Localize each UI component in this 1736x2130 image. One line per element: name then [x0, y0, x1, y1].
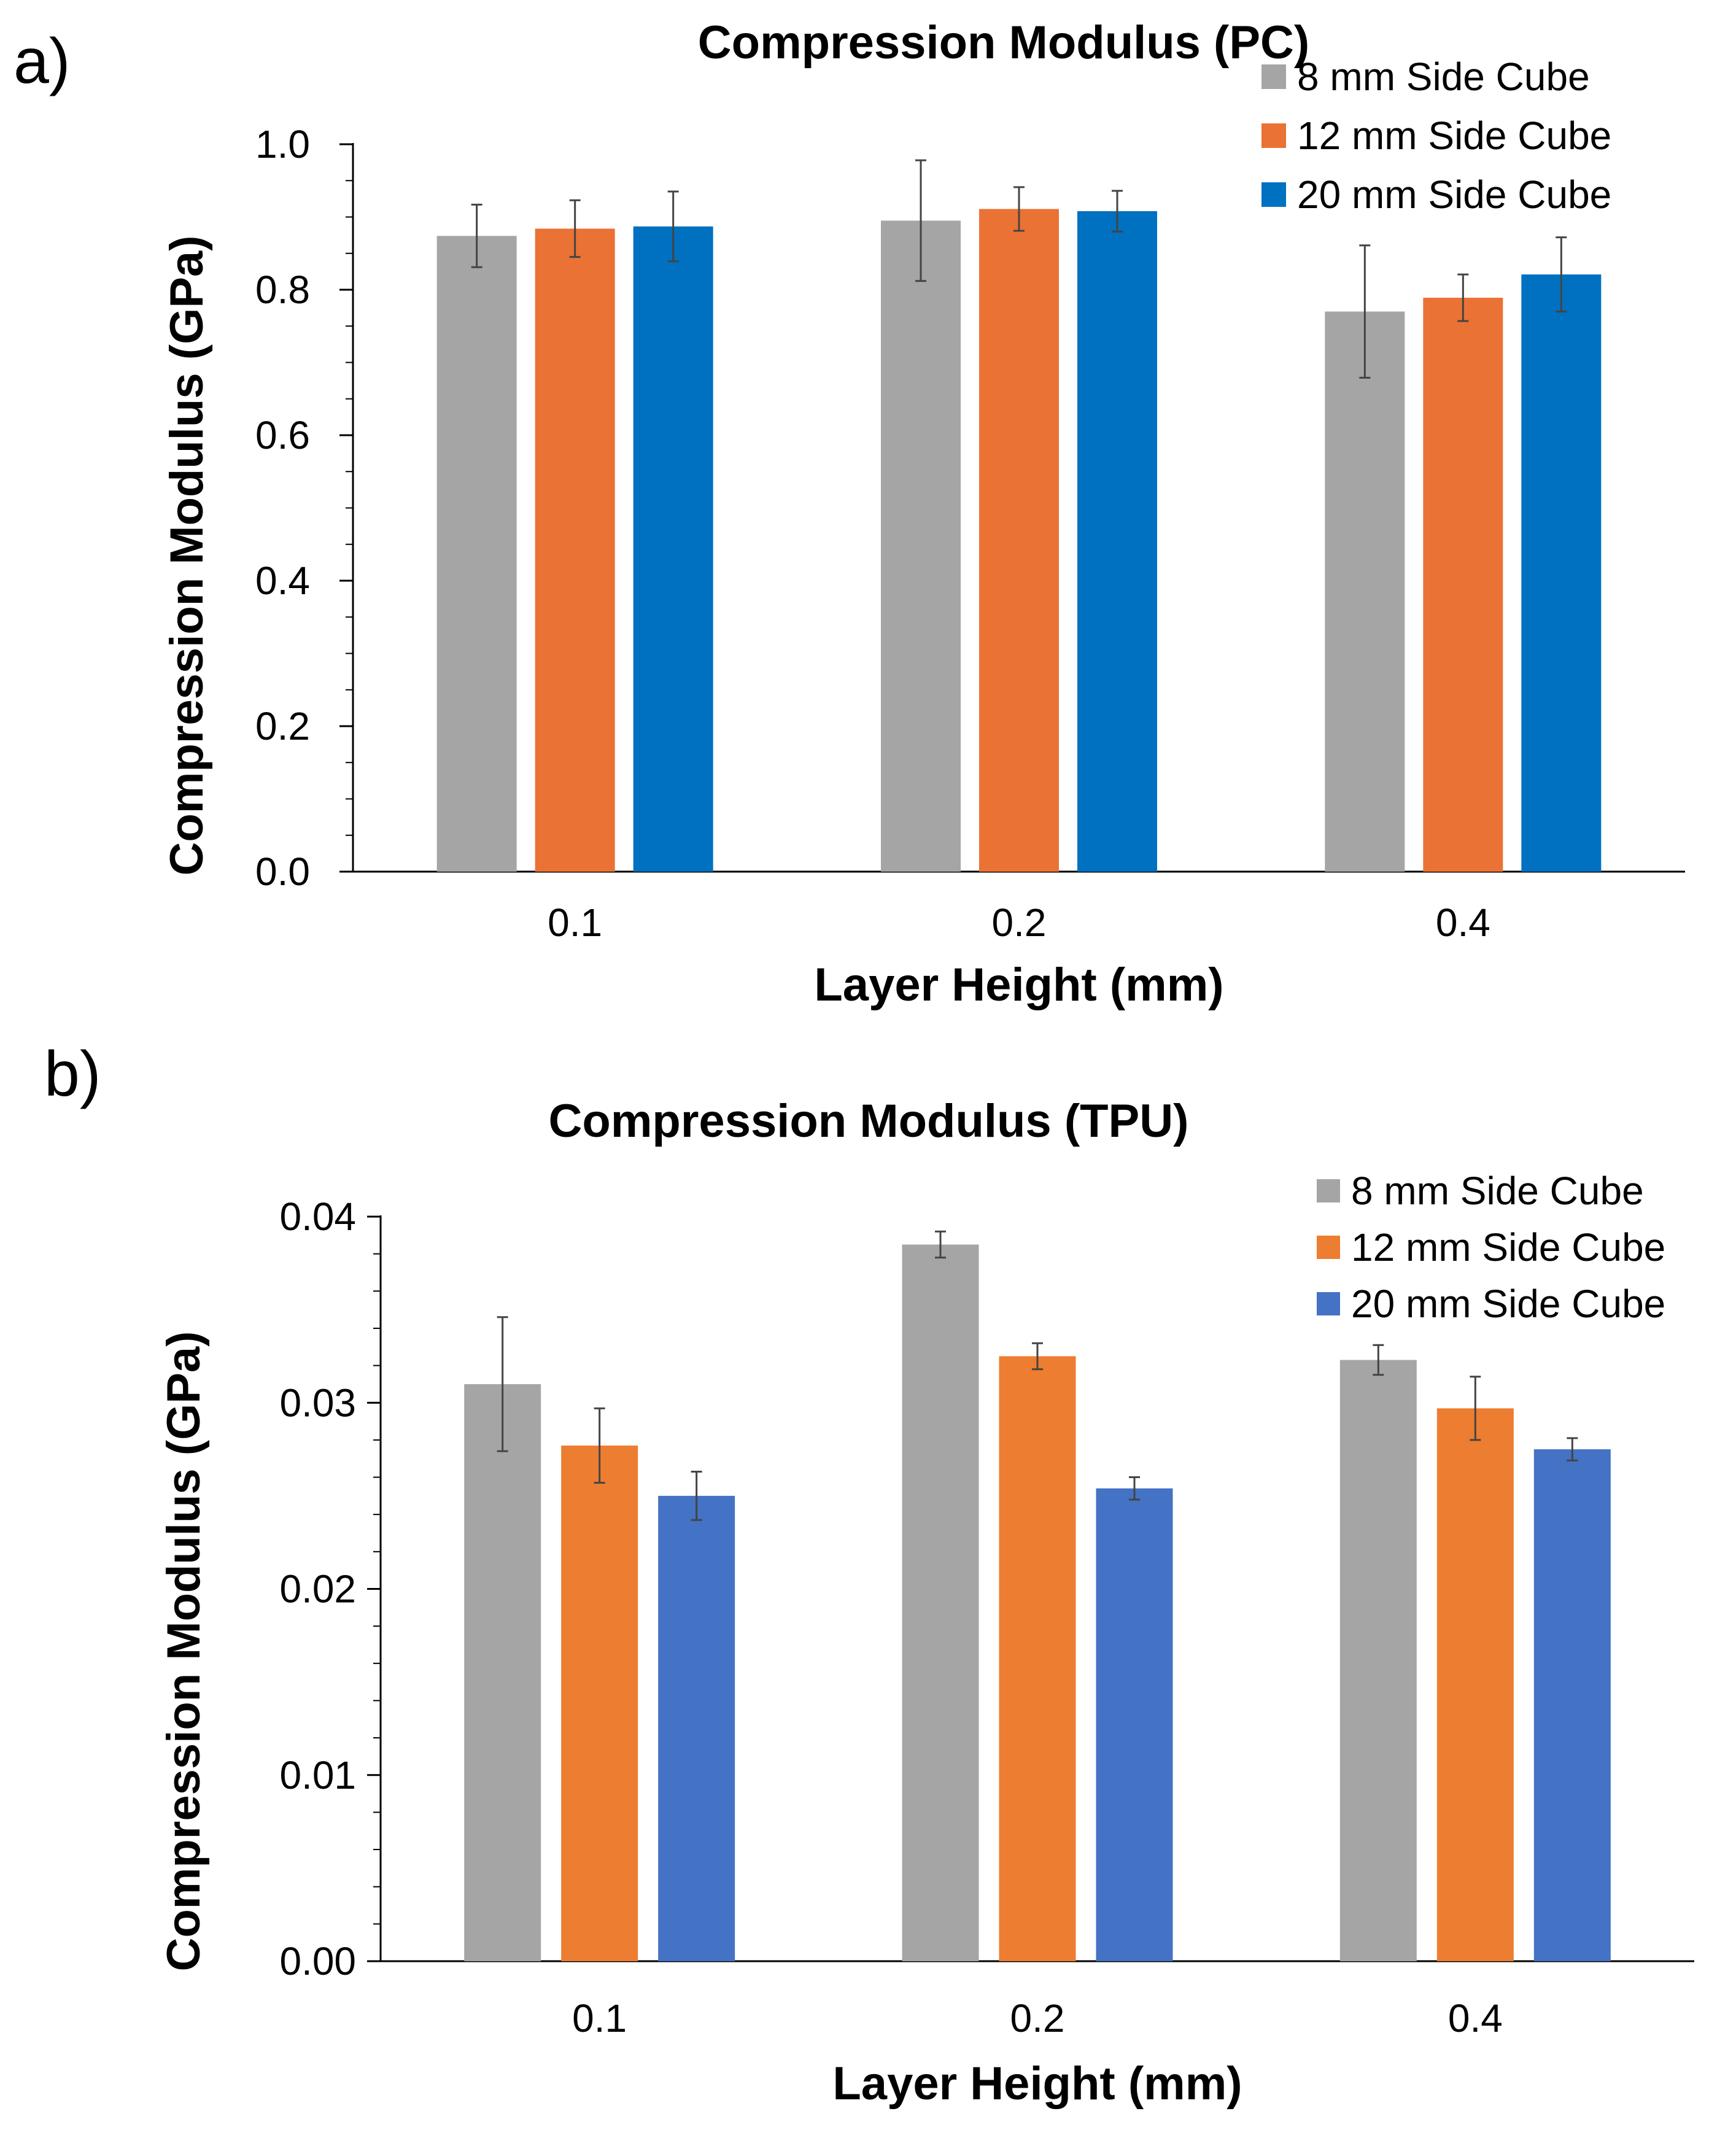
bar	[881, 220, 961, 872]
legend-label: 8 mm Side Cube	[1351, 1169, 1644, 1213]
legend-swatch	[1317, 1292, 1340, 1315]
bar	[561, 1445, 638, 1961]
bar	[902, 1244, 979, 1961]
y-tick-label: 0.6	[255, 413, 310, 457]
legend: 8 mm Side Cube 12 mm Side Cube 20 mm Side …	[1261, 55, 1611, 217]
x-tick-label: 0.1	[572, 1996, 627, 2040]
bar	[436, 236, 517, 872]
plot-area: 0.00 0.01 0.02 0.03 0.04 0.1 0.2 0.4	[279, 1195, 1694, 2040]
panel-b: b) Compression Modulus (TPU) Compression…	[44, 1039, 1694, 2110]
bar	[1325, 311, 1405, 872]
x-tick-label: 0.2	[1010, 1996, 1065, 2040]
y-tick-label: 1.0	[255, 122, 310, 166]
y-tick-label: 0.2	[255, 704, 310, 748]
bar	[464, 1384, 541, 1961]
y-tick-label: 0.03	[279, 1381, 356, 1425]
legend-swatch	[1261, 64, 1286, 89]
bar	[633, 226, 713, 872]
chart-title: Compression Modulus (TPU)	[549, 1095, 1189, 1147]
legend-label: 20 mm Side Cube	[1297, 172, 1611, 217]
legend-label: 8 mm Side Cube	[1297, 55, 1590, 99]
y-tick-label: 0.01	[279, 1753, 356, 1797]
y-axis-label: Compression Modulus (GPa)	[158, 1331, 210, 1972]
y-tick-label: 0.0	[255, 850, 310, 894]
bar	[1096, 1488, 1173, 1961]
bar	[1339, 1360, 1417, 1961]
y-tick-label: 0.02	[279, 1567, 356, 1611]
bar	[1533, 1449, 1611, 1961]
bar	[999, 1356, 1076, 1961]
legend-label: 12 mm Side Cube	[1351, 1225, 1665, 1269]
legend-label: 20 mm Side Cube	[1351, 1282, 1665, 1326]
x-axis-label: Layer Height (mm)	[832, 2058, 1242, 2110]
legend-swatch	[1317, 1179, 1340, 1202]
x-axis-label: Layer Height (mm)	[814, 959, 1223, 1011]
x-tick-label: 0.4	[1436, 900, 1490, 945]
legend-label: 12 mm Side Cube	[1297, 114, 1611, 158]
plot-area: 0.0 0.2 0.4 0.6 0.8 1.0 0.1 0.2 0.4	[255, 122, 1685, 945]
x-tick-label: 0.2	[992, 900, 1047, 945]
bar	[1521, 274, 1602, 872]
y-tick-label: 0.00	[279, 1939, 356, 1983]
legend-swatch	[1261, 123, 1286, 148]
y-tick-label: 0.04	[279, 1195, 356, 1239]
bar	[1436, 1408, 1514, 1961]
panel-label: a)	[14, 26, 70, 97]
panel-label: b)	[44, 1039, 101, 1110]
y-axis-label: Compression Modulus (GPa)	[161, 236, 213, 876]
y-tick-label: 0.4	[255, 559, 310, 603]
bar	[535, 228, 615, 872]
y-tick-label: 0.8	[255, 268, 310, 312]
bar	[1077, 211, 1157, 872]
bar	[658, 1495, 735, 1961]
chart-title: Compression Modulus (PC)	[698, 17, 1309, 69]
legend-swatch	[1317, 1236, 1340, 1259]
x-tick-label: 0.4	[1448, 1996, 1503, 2040]
bar	[979, 209, 1059, 872]
legend-swatch	[1261, 182, 1286, 207]
bar	[1423, 298, 1503, 872]
legend: 8 mm Side Cube 12 mm Side Cube 20 mm Side …	[1317, 1169, 1665, 1326]
x-tick-label: 0.1	[548, 900, 602, 945]
panel-a: a) Compression Modulus (PC) Compression …	[14, 17, 1685, 1011]
